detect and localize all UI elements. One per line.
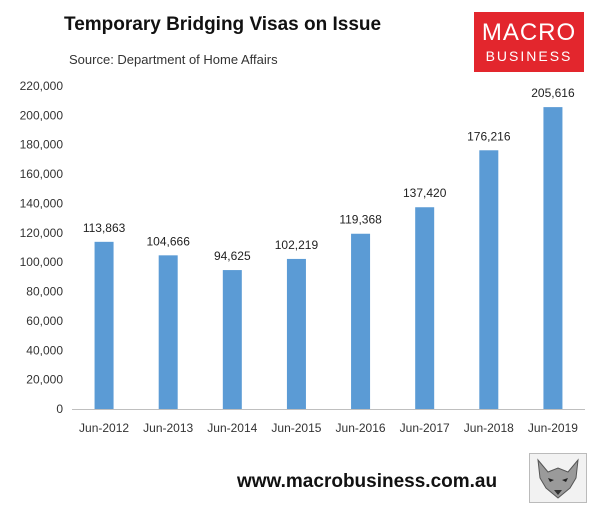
data-label: 137,420	[403, 186, 447, 200]
x-tick-label: Jun-2013	[143, 421, 193, 435]
y-tick-label: 140,000	[20, 196, 64, 210]
y-tick-label: 80,000	[26, 285, 63, 299]
x-tick-label: Jun-2016	[336, 421, 386, 435]
y-tick-label: 20,000	[26, 373, 63, 387]
bar	[543, 107, 563, 410]
x-tick-label: Jun-2014	[207, 421, 257, 435]
logo-line-macro: MACRO	[481, 19, 577, 46]
x-tick-label: Jun-2015	[271, 421, 321, 435]
fox-logo-icon	[529, 453, 587, 503]
bar	[415, 207, 435, 409]
y-tick-label: 180,000	[20, 138, 64, 152]
chart-source: Source: Department of Home Affairs	[69, 52, 278, 67]
data-label: 104,666	[146, 234, 190, 248]
logo-line-business: BUSINESS	[485, 48, 573, 64]
y-tick-label: 100,000	[20, 255, 64, 269]
bar	[286, 258, 306, 409]
footer-website-url[interactable]: www.macrobusiness.com.au	[237, 471, 498, 492]
bar	[94, 241, 114, 409]
bar	[479, 150, 499, 409]
y-tick-label: 0	[56, 402, 63, 416]
y-tick-label: 40,000	[26, 343, 63, 357]
x-tick-label: Jun-2018	[464, 421, 514, 435]
y-tick-label: 60,000	[26, 314, 63, 328]
bar	[158, 255, 178, 409]
x-tick-label: Jun-2019	[528, 421, 578, 435]
chart-title: Temporary Bridging Visas on Issue	[64, 14, 382, 35]
y-tick-label: 120,000	[20, 226, 64, 240]
x-tick-label: Jun-2012	[79, 421, 129, 435]
data-label: 119,368	[339, 213, 382, 227]
data-label: 94,625	[214, 249, 251, 263]
bar	[222, 270, 242, 409]
data-label: 176,216	[467, 129, 511, 143]
y-tick-label: 160,000	[20, 167, 64, 181]
y-tick-label: 200,000	[20, 108, 64, 122]
y-tick-label: 220,000	[20, 79, 64, 93]
data-label: 113,863	[83, 221, 126, 235]
data-label: 205,616	[531, 86, 575, 100]
x-tick-label: Jun-2017	[400, 421, 450, 435]
macrobusiness-logo[interactable]: MACRO BUSINESS	[474, 12, 584, 72]
data-label: 102,219	[275, 238, 319, 252]
bar	[351, 233, 371, 409]
